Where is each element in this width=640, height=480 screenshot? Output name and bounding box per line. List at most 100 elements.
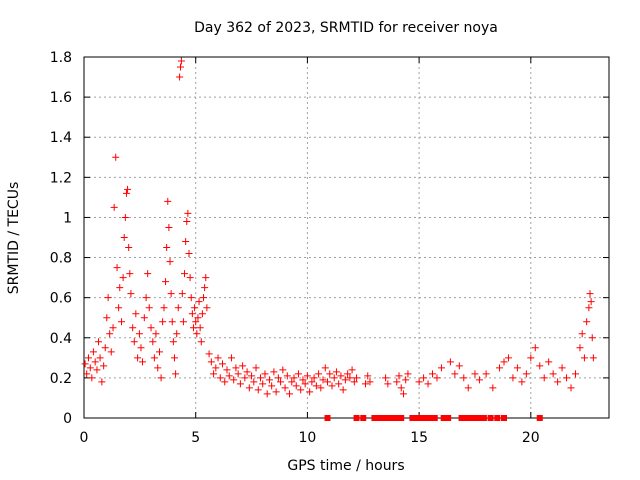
data-point [583,318,591,326]
data-point [135,330,143,338]
data-point-flag [380,415,387,421]
data-point [540,374,548,382]
data-point [496,364,504,372]
data-point [183,217,191,225]
plot-frame [83,56,610,419]
data-point [294,370,302,378]
data-point [288,378,296,386]
data-point [89,348,97,356]
data-point [174,304,182,312]
data-point [189,324,197,332]
data-point [186,274,194,282]
data-point-flag [389,415,396,421]
data-point [118,318,126,326]
data-point [361,380,369,388]
data-point [119,274,127,282]
data-point [104,294,112,302]
data-point [364,372,372,380]
data-point [446,358,454,366]
data-point-flag [398,415,405,421]
data-point [214,354,222,362]
data-point [110,203,118,211]
data-point [252,364,260,372]
data-point-flag [494,415,501,421]
data-point [576,344,584,352]
data-point [163,244,171,252]
data-point [81,360,89,368]
data-point-flag [393,415,400,421]
data-point [513,364,521,372]
data-point [324,378,332,386]
data-point [319,376,327,384]
data-point [177,63,185,71]
data-point-flag [371,415,378,421]
data-point [165,223,173,231]
data-point [321,364,329,372]
data-point [395,372,403,380]
data-point [350,378,358,386]
data-point-flag [360,415,367,421]
data-point-flag [458,415,465,421]
data-point [308,378,316,386]
data-point-flag [353,415,360,421]
data-point [234,370,242,378]
data-point [404,370,412,378]
data-point [196,324,204,332]
data-point [399,390,407,398]
data-point-flag [480,415,487,421]
data-point [236,380,244,388]
data-point [531,344,539,352]
data-point [344,370,352,378]
data-point [202,274,210,282]
data-point-flag [427,415,434,421]
data-point [120,234,128,241]
data-point [585,304,593,312]
data-point [129,324,137,332]
data-point [154,364,162,372]
data-point [145,304,153,312]
data-point [91,358,99,366]
data-point [192,318,200,326]
data-point [93,366,101,374]
data-point [201,284,209,292]
y-tick-label: 0.4 [50,331,72,347]
data-point [482,370,490,378]
data-point [299,376,307,384]
data-point [116,284,124,292]
data-point [185,250,193,258]
data-point [283,372,291,380]
data-point [536,362,544,370]
y-tick-label: 0.2 [50,371,72,387]
data-point [178,290,186,298]
data-point [429,370,437,378]
data-point [113,264,121,272]
data-point [382,374,390,382]
data-point [332,368,340,376]
data-point [315,370,323,378]
data-point [147,324,155,332]
data-point [397,384,405,392]
data-point [588,334,596,342]
data-point [455,362,463,370]
x-axis-label: GPS time / hours [287,458,404,474]
data-point [169,338,177,346]
data-point [156,348,164,356]
y-tick-label: 1.6 [50,90,72,106]
data-point [509,374,517,382]
data-point [210,370,218,378]
chart-title: Day 362 of 2023, SRMTID for receiver noy… [194,20,498,36]
data-point [205,350,213,358]
data-points [81,57,597,421]
data-point [225,372,233,380]
y-tick-label: 1.2 [50,170,72,186]
data-point-flag [487,415,494,421]
data-point [243,368,251,376]
data-point [522,370,530,378]
data-point [216,374,224,382]
data-point [98,378,106,386]
data-point [239,362,247,370]
data-point [203,304,211,312]
data-point [337,372,345,380]
data-point [112,153,120,161]
